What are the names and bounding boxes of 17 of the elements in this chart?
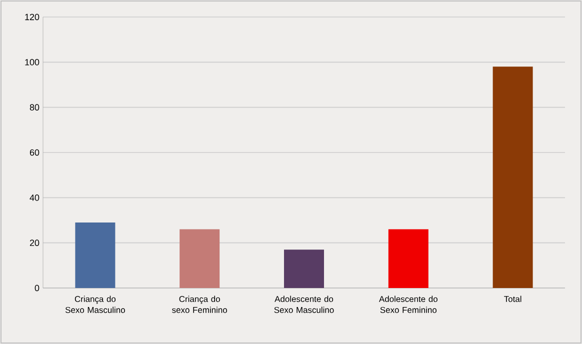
bar: [180, 229, 220, 288]
bar: [75, 222, 116, 288]
y-tick-label: 20: [30, 240, 40, 246]
bar: [284, 250, 324, 288]
x-tick-label: Adolescente do Sexo Feminino: [379, 296, 438, 313]
y-tick-label: 40: [30, 194, 40, 201]
x-tick-label: Criança do Sexo Masculino: [65, 296, 125, 313]
x-tick-label: Adolescente do Sexo Masculino: [274, 296, 334, 313]
y-tick-label: 0: [34, 284, 40, 292]
y-tick-label: 80: [30, 104, 40, 111]
y-tick-label: 100: [25, 58, 40, 66]
x-tick-label: Criança do sexo Feminino: [172, 296, 228, 313]
y-tick-label: 60: [30, 149, 40, 156]
bar: [492, 66, 533, 288]
y-tick-label: 120: [25, 14, 40, 20]
bar: [388, 229, 428, 288]
x-tick-label: Total: [504, 296, 522, 302]
